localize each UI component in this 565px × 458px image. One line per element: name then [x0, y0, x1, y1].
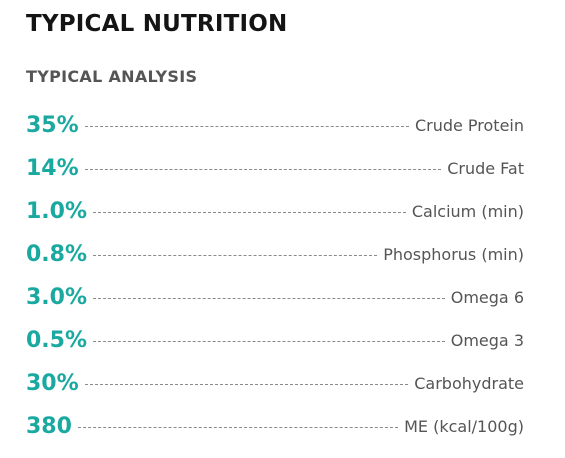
analysis-row-omega-6: 3.0% Omega 6 — [26, 276, 524, 319]
analysis-value: 380 — [26, 414, 72, 439]
analysis-row-carbohydrate: 30% Carbohydrate — [26, 362, 524, 405]
analysis-value: 3.0% — [26, 285, 88, 310]
analysis-row-omega-3: 0.5% Omega 3 — [26, 319, 524, 362]
analysis-value: 0.5% — [26, 328, 88, 353]
analysis-list: 35% Crude Protein 14% Crude Fat 1.0% Cal… — [26, 104, 524, 448]
analysis-value: 30% — [26, 371, 79, 396]
analysis-label: Crude Protein — [414, 116, 524, 135]
analysis-label: Omega 6 — [450, 288, 524, 307]
analysis-row-calcium: 1.0% Calcium (min) — [26, 190, 524, 233]
analysis-label: Calcium (min) — [411, 202, 524, 221]
dotted-leader — [93, 255, 378, 256]
dotted-leader — [84, 169, 442, 170]
analysis-value: 14% — [26, 156, 79, 181]
dotted-leader — [84, 126, 409, 127]
analysis-label: Phosphorus (min) — [383, 245, 524, 264]
analysis-row-crude-protein: 35% Crude Protein — [26, 104, 524, 147]
analysis-row-metabolizable-energy: 380 ME (kcal/100g) — [26, 405, 524, 448]
analysis-value: 35% — [26, 113, 79, 138]
page-title: TYPICAL NUTRITION — [26, 11, 288, 37]
dotted-leader — [84, 384, 409, 385]
analysis-label: Omega 3 — [450, 331, 524, 350]
analysis-label: Crude Fat — [447, 159, 524, 178]
section-title: TYPICAL ANALYSIS — [26, 67, 198, 86]
analysis-value: 1.0% — [26, 199, 88, 224]
dotted-leader — [77, 427, 399, 428]
dotted-leader — [93, 298, 445, 299]
dotted-leader — [93, 212, 406, 213]
analysis-label: ME (kcal/100g) — [404, 417, 524, 436]
analysis-row-phosphorus: 0.8% Phosphorus (min) — [26, 233, 524, 276]
dotted-leader — [93, 341, 445, 342]
analysis-value: 0.8% — [26, 242, 88, 267]
analysis-row-crude-fat: 14% Crude Fat — [26, 147, 524, 190]
analysis-label: Carbohydrate — [414, 374, 524, 393]
